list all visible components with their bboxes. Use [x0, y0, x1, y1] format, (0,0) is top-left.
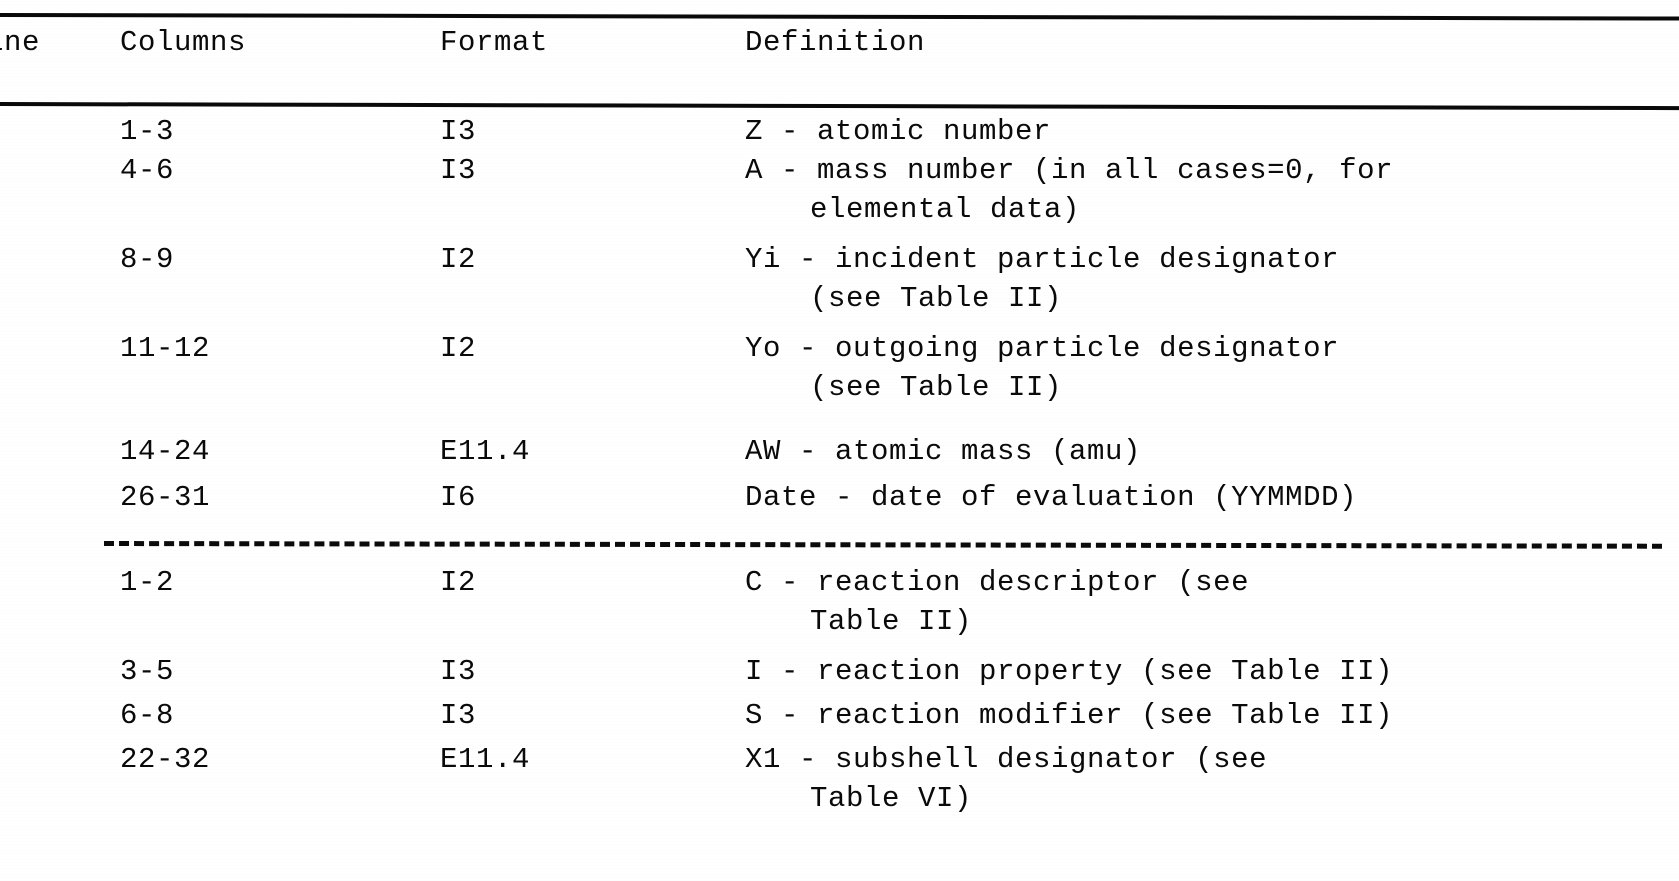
header-line: ine — [0, 26, 41, 59]
row-format: I3 — [440, 154, 477, 187]
row-format: I2 — [440, 566, 477, 599]
row-definition-continuation: Table VI) — [810, 782, 973, 815]
row-format: I3 — [440, 115, 477, 148]
row-definition-continuation: (see Table II) — [810, 371, 1063, 404]
row-columns: 26-31 — [120, 481, 211, 514]
section-separator-dashed — [103, 541, 1663, 549]
row-definition: Z - atomic number — [745, 115, 1052, 148]
row-columns: 14-24 — [120, 435, 211, 468]
row-format: I6 — [440, 481, 477, 514]
row-columns: 8-9 — [120, 243, 175, 276]
row-format: I3 — [440, 655, 477, 688]
row-definition: S - reaction modifier (see Table II) — [745, 699, 1394, 732]
header-format: Format — [440, 26, 549, 59]
row-definition: Date - date of evaluation (YYMMDD) — [745, 481, 1358, 514]
row-definition: X1 - subshell designator (see — [745, 743, 1268, 776]
row-format: I2 — [440, 243, 477, 276]
row-definition: Yo - outgoing particle designator — [745, 332, 1340, 365]
row-columns: 4-6 — [120, 154, 175, 187]
table-header-rule — [0, 102, 1679, 111]
row-format: E11.4 — [440, 743, 531, 776]
row-definition: I - reaction property (see Table II) — [745, 655, 1394, 688]
row-definition-continuation: elemental data) — [810, 193, 1081, 226]
table-top-rule — [0, 13, 1679, 21]
row-definition: C - reaction descriptor (see — [745, 566, 1250, 599]
header-columns: Columns — [120, 26, 247, 59]
row-definition-continuation: Table II) — [810, 605, 973, 638]
row-columns: 1-2 — [120, 566, 175, 599]
row-definition: AW - atomic mass (amu) — [745, 435, 1142, 468]
row-columns: 3-5 — [120, 655, 175, 688]
row-definition: A - mass number (in all cases=0, for — [745, 154, 1394, 187]
row-columns: 6-8 — [120, 699, 175, 732]
row-definition: Yi - incident particle designator — [745, 243, 1340, 276]
row-definition-continuation: (see Table II) — [810, 282, 1063, 315]
row-columns: 1-3 — [120, 115, 175, 148]
row-columns: 11-12 — [120, 332, 211, 365]
header-definition: Definition — [745, 26, 926, 59]
row-columns: 22-32 — [120, 743, 211, 776]
row-format: I3 — [440, 699, 477, 732]
row-format: I2 — [440, 332, 477, 365]
row-format: E11.4 — [440, 435, 531, 468]
